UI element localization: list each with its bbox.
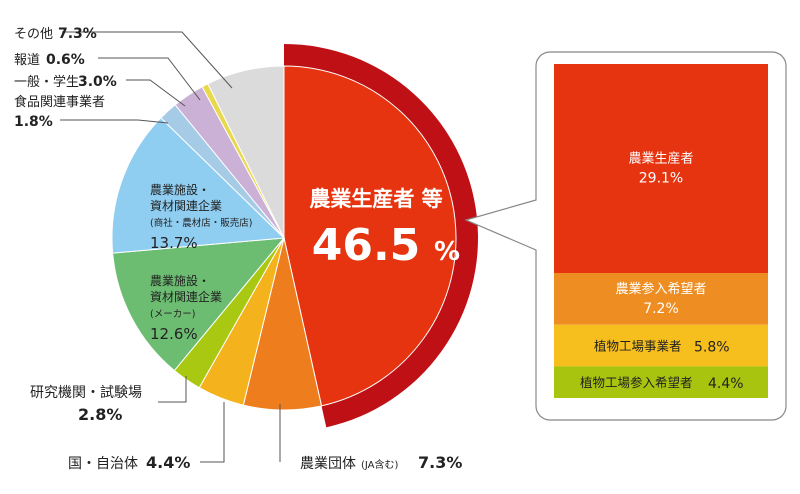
label-ag-groups-note: (JA含む): [361, 458, 399, 471]
leader-press: [98, 57, 201, 101]
label-press-value: 0.6%: [46, 52, 85, 68]
segment-plant-factory-label: 植物工場事業者: [594, 339, 682, 354]
slice-dealers: [111, 117, 286, 254]
segment-plant-factory: [554, 324, 768, 367]
label-manufacturers-line-0: 農業施設・: [150, 273, 210, 288]
label-dealers-line-0: 農業施設・: [150, 182, 210, 197]
segment-producers-value: 29.1%: [639, 171, 683, 187]
label-farmers-name: 農業生産者 等: [309, 187, 442, 211]
label-food-name: 食品関連事業者: [14, 94, 105, 110]
leader-other: [62, 31, 233, 89]
segment-entry-hopefuls: [554, 273, 768, 325]
segment-producers-label: 農業生産者: [628, 151, 693, 167]
label-dealers-line-1: 資材関連企業: [150, 198, 222, 213]
label-manufacturers-value: 12.6%: [150, 325, 198, 343]
label-research-name: 研究機関・試験場: [30, 385, 142, 401]
label-ag-groups-value: 7.3%: [418, 453, 462, 472]
label-ag-groups-name: 農業団体: [300, 456, 356, 472]
segment-entry-hopefuls-value: 7.2%: [643, 301, 679, 317]
label-other-value: 7.3%: [58, 26, 97, 42]
segment-plant-factory-hopefuls-label: 植物工場参入希望者: [580, 375, 693, 390]
slice-manufacturers: [112, 237, 286, 372]
leader-research: [158, 376, 187, 403]
label-manufacturers-line-1: 資材関連企業: [150, 289, 222, 304]
slice-farmers: [283, 65, 457, 407]
label-government-name: 国・自治体: [68, 456, 138, 472]
label-research-value: 2.8%: [78, 405, 122, 424]
segment-entry-hopefuls-label: 農業参入希望者: [615, 281, 706, 297]
slice-other: [207, 65, 285, 239]
leader-food: [60, 119, 169, 124]
label-general-name: 一般・学生: [14, 74, 79, 90]
leader-general: [126, 79, 186, 107]
leader-government: [200, 402, 225, 463]
segment-plant-factory-hopefuls: [554, 366, 768, 398]
label-food-value: 1.8%: [14, 114, 53, 130]
label-other-name: その他: [14, 27, 53, 42]
highlight-band: [284, 44, 478, 428]
label-government-value: 4.4%: [146, 453, 190, 472]
label-dealers-value: 13.7%: [150, 234, 198, 252]
segment-plant-factory-hopefuls-value: 4.4%: [708, 376, 744, 392]
segment-producers: [554, 64, 768, 274]
label-farmers-pct: %: [434, 237, 460, 267]
label-dealers-line-2: (商社・農材店・販売店): [150, 217, 252, 229]
label-farmers-value: 46.5: [312, 220, 421, 271]
label-manufacturers-line-2: (メーカー): [150, 309, 195, 320]
segment-plant-factory-value: 5.8%: [694, 340, 730, 356]
label-press-name: 報道: [14, 53, 40, 68]
label-general-value: 3.0%: [78, 74, 117, 90]
